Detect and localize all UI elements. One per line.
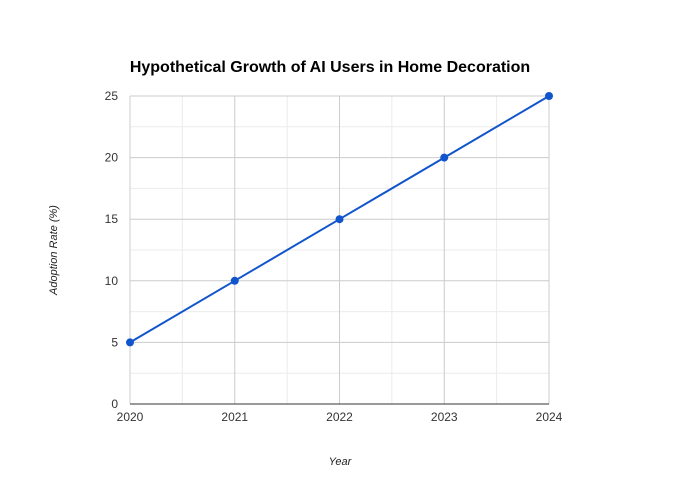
- data-point: [335, 215, 344, 224]
- data-point: [440, 153, 449, 162]
- data-point: [126, 338, 134, 347]
- x-tick-label: 2020: [117, 410, 144, 424]
- x-tick-label: 2021: [221, 410, 248, 424]
- y-axis-title: Adoption Rate (%): [48, 205, 60, 296]
- data-point: [230, 276, 239, 285]
- y-tick-label: 0: [111, 397, 118, 411]
- x-axis-title: Year: [329, 456, 353, 468]
- x-tick-labels: 2020 2021 2022 2023 2024: [117, 410, 563, 424]
- data-point: [545, 92, 553, 100]
- grid: [129, 95, 550, 404]
- y-tick-label: 5: [111, 335, 118, 349]
- y-tick-labels: 0 5 10 15 20 25: [105, 89, 119, 411]
- x-tick-label: 2023: [431, 410, 458, 424]
- x-tick-label: 2024: [536, 410, 563, 424]
- y-tick-label: 25: [105, 89, 119, 103]
- chart-title: Hypothetical Growth of AI Users in Home …: [130, 59, 530, 76]
- series: [126, 92, 553, 347]
- y-tick-label: 15: [105, 212, 119, 226]
- y-tick-label: 10: [105, 274, 119, 288]
- x-tick-label: 2022: [326, 410, 353, 424]
- y-tick-label: 20: [105, 151, 119, 165]
